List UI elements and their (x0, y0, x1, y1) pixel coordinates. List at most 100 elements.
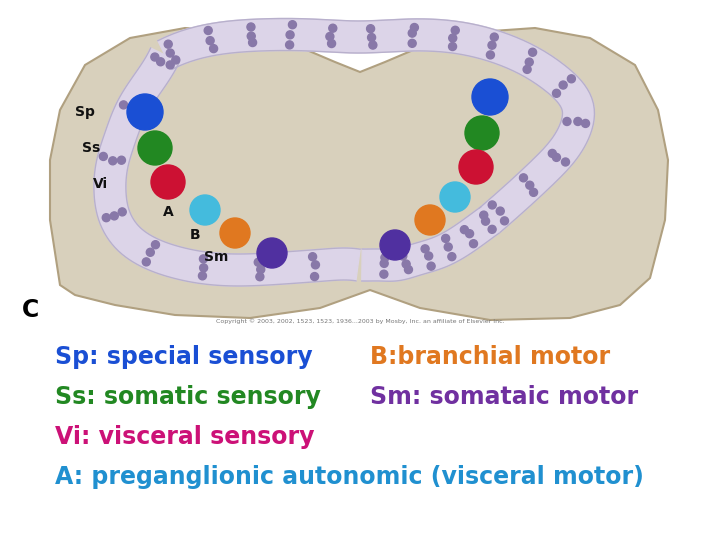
Circle shape (444, 243, 452, 251)
Circle shape (380, 230, 410, 260)
Circle shape (151, 53, 159, 61)
Circle shape (204, 26, 212, 35)
Circle shape (408, 29, 416, 37)
Polygon shape (50, 28, 668, 320)
Circle shape (110, 212, 118, 220)
Circle shape (552, 153, 560, 161)
Circle shape (247, 32, 256, 40)
Text: Vi: visceral sensory: Vi: visceral sensory (55, 425, 315, 449)
Circle shape (488, 41, 496, 49)
Circle shape (549, 150, 557, 158)
Circle shape (380, 259, 388, 267)
Circle shape (166, 49, 174, 57)
Circle shape (402, 260, 410, 268)
Circle shape (460, 226, 469, 234)
Circle shape (326, 32, 334, 40)
Circle shape (480, 211, 487, 219)
Circle shape (118, 208, 126, 216)
Circle shape (488, 225, 496, 233)
Circle shape (138, 109, 145, 117)
Text: C: C (22, 298, 40, 322)
Text: Sm: Sm (204, 250, 228, 264)
Circle shape (526, 58, 534, 66)
Circle shape (257, 266, 265, 273)
Circle shape (451, 26, 459, 34)
Circle shape (487, 51, 495, 59)
Circle shape (128, 104, 136, 112)
Circle shape (369, 41, 377, 49)
Circle shape (466, 230, 474, 238)
Circle shape (257, 238, 287, 268)
Polygon shape (158, 18, 595, 232)
Text: Ss: somatic sensory: Ss: somatic sensory (55, 385, 321, 409)
Circle shape (469, 240, 477, 248)
Circle shape (425, 252, 433, 260)
Circle shape (408, 39, 416, 48)
Circle shape (143, 258, 150, 266)
Circle shape (206, 37, 214, 45)
Text: Sm: somataic motor: Sm: somataic motor (370, 385, 638, 409)
Text: Vi: Vi (93, 177, 108, 191)
Circle shape (449, 43, 456, 51)
Circle shape (286, 41, 294, 49)
Circle shape (199, 255, 207, 263)
Circle shape (567, 75, 575, 83)
Text: A: preganglionic autonomic (visceral motor): A: preganglionic autonomic (visceral mot… (55, 465, 644, 489)
Circle shape (99, 152, 107, 160)
Text: B: B (189, 228, 200, 242)
Text: Ss: Ss (82, 141, 100, 155)
Circle shape (528, 48, 536, 56)
Circle shape (482, 217, 490, 225)
Circle shape (127, 94, 163, 130)
Circle shape (309, 253, 317, 261)
Circle shape (109, 157, 117, 165)
Circle shape (421, 245, 429, 253)
Circle shape (248, 38, 256, 46)
Circle shape (574, 118, 582, 125)
Circle shape (157, 58, 165, 66)
Circle shape (405, 266, 413, 274)
Polygon shape (94, 48, 360, 286)
Circle shape (500, 217, 508, 225)
Text: A: A (163, 205, 174, 219)
Circle shape (256, 273, 264, 281)
Circle shape (289, 21, 297, 29)
Circle shape (526, 181, 534, 189)
Circle shape (459, 150, 493, 184)
Circle shape (410, 24, 418, 31)
Circle shape (559, 81, 567, 89)
Circle shape (381, 254, 389, 261)
Circle shape (496, 207, 504, 215)
Polygon shape (361, 207, 499, 281)
Circle shape (427, 262, 435, 270)
Circle shape (448, 253, 456, 261)
Circle shape (120, 101, 127, 109)
Circle shape (368, 33, 376, 42)
Circle shape (312, 261, 320, 269)
Circle shape (151, 165, 185, 199)
Circle shape (220, 218, 250, 248)
Circle shape (210, 45, 217, 52)
Text: B:branchial motor: B:branchial motor (370, 345, 610, 369)
Circle shape (190, 195, 220, 225)
Text: Sp: special sensory: Sp: special sensory (55, 345, 312, 369)
Circle shape (415, 205, 445, 235)
Circle shape (247, 23, 255, 31)
Text: Sp: Sp (75, 105, 95, 119)
Circle shape (520, 174, 528, 182)
Circle shape (488, 201, 496, 209)
Circle shape (164, 40, 172, 48)
Circle shape (328, 39, 336, 48)
Circle shape (552, 89, 560, 97)
Circle shape (563, 118, 571, 125)
Text: Copyright © 2003, 2002, 1523, 1523, 1936...2003 by Mosby, Inc. an affiliate of E: Copyright © 2003, 2002, 1523, 1523, 1936… (216, 318, 504, 323)
Circle shape (286, 31, 294, 39)
Circle shape (117, 156, 125, 164)
Circle shape (199, 264, 207, 272)
Circle shape (399, 252, 407, 260)
Circle shape (102, 214, 110, 222)
Circle shape (380, 270, 388, 278)
Circle shape (523, 65, 531, 73)
Circle shape (151, 241, 159, 249)
Circle shape (472, 79, 508, 115)
